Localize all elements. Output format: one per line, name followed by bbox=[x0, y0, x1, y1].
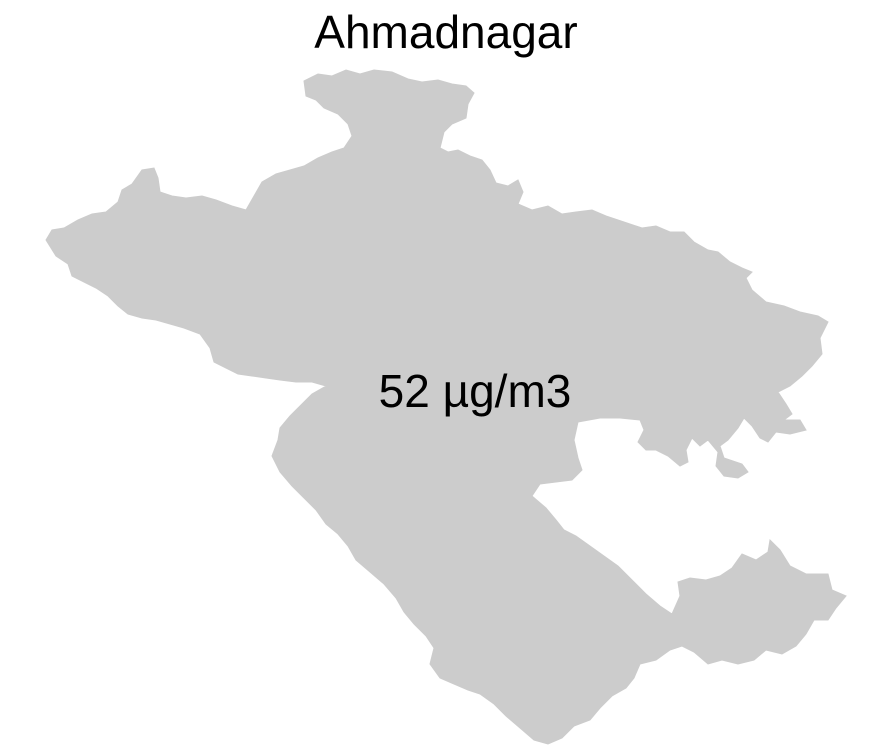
district-region bbox=[45, 69, 847, 745]
value-label: 52 µg/m3 bbox=[378, 365, 572, 417]
map-title: Ahmadnagar bbox=[314, 6, 578, 58]
